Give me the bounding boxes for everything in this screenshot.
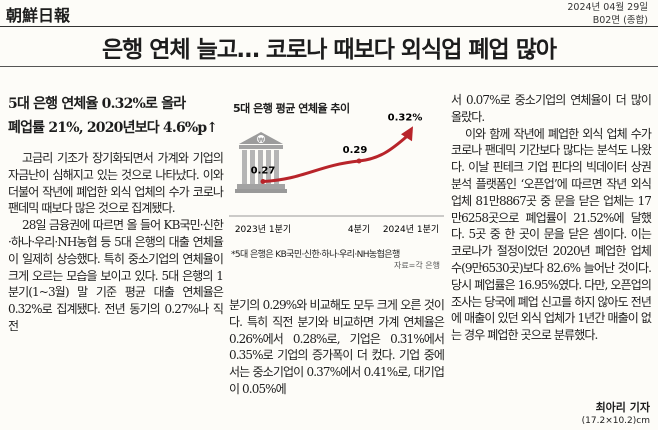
subhead-line-2: 폐업률 21%, 2020년보다 4.6%p↑ [8, 120, 218, 136]
x-tick-label: 2024년 1분기 [383, 224, 439, 235]
page-number: B02면 (종합) [592, 15, 648, 26]
body-column-2: 분기의 0.29%와 비교해도 모두 크게 오른 것이다. 특히 직전 분기와 … [229, 297, 445, 398]
series-line [262, 135, 408, 183]
newspaper-masthead: 朝鮮日報 [6, 6, 71, 25]
x-tick-label: 2023년 1분기 [235, 224, 291, 235]
body-column-3: 서 0.07%로 중소기업의 연체율이 더 많이 올랐다. 이와 함께 작년에 … [451, 92, 652, 344]
chart-footnote: *5대 은행은 KB국민·신한·하나·우리·NH농협은행 [231, 250, 400, 260]
data-point [260, 179, 266, 184]
publish-date: 2024년 04월 29일 [567, 2, 648, 13]
chart-title: 5대 은행 평균 연체율 추이 [233, 102, 350, 115]
chart-svg: ₩ 0.27 0.29 0.32% 2023년 1분기 4분기 2024년 1분… [229, 112, 444, 235]
svg-text:₩: ₩ [258, 137, 265, 144]
article-subhead: 5대 은행 연체율 0.32%로 올라 폐업률 21%, 2020년보다 4.6… [8, 92, 223, 140]
chart-source: 자료=각 은행 [393, 261, 440, 270]
body-column-1: 고금리 기조가 장기화되면서 가계와 기업의 자금난이 심해지고 있는 것으로 … [8, 150, 224, 335]
paragraph: 28일 금융권에 따르면 올 들어 KB국민·신한·하나·우리·NH농협 등 5… [8, 218, 224, 333]
byline: 최아리 기자 [595, 401, 650, 414]
data-label: 0.32% [388, 112, 423, 123]
subhead-line-1: 5대 은행 연체율 0.32%로 올라 [8, 96, 186, 112]
chart-figure: 5대 은행 평균 연체율 추이 ₩ 0.27 0.29 0.32% 2023년 … [229, 92, 444, 292]
data-point [356, 158, 362, 164]
data-label: 0.29 [343, 145, 368, 156]
dateline: 2024년 04월 29일 B02면 (종합) [567, 1, 648, 27]
data-label: 0.27 [251, 166, 276, 177]
series-arrowhead [401, 126, 413, 142]
top-rule [0, 26, 658, 27]
paragraph: 서 0.07%로 중소기업의 연체율이 더 많이 올랐다. [451, 93, 652, 124]
bank-building-icon: ₩ [235, 132, 287, 193]
headline-rule [0, 66, 658, 67]
paragraph: 고금리 기조가 장기화되면서 가계와 기업의 자금난이 심해지고 있는 것으로 … [8, 151, 224, 216]
paragraph: 분기의 0.29%와 비교해도 모두 크게 오른 것이다. 특히 직전 분기와 … [229, 298, 445, 396]
article-headline: 은행 연체 늘고… 코로나 때보다 외식업 폐업 많아 [101, 37, 557, 63]
x-tick-label: 4분기 [348, 224, 370, 235]
clipping-size: (17.2×10.2)cm [581, 416, 650, 426]
paragraph: 이와 함께 작년에 폐업한 외식 업체 수가 코로나 팬데믹 기간보다 많다는 … [451, 126, 652, 343]
